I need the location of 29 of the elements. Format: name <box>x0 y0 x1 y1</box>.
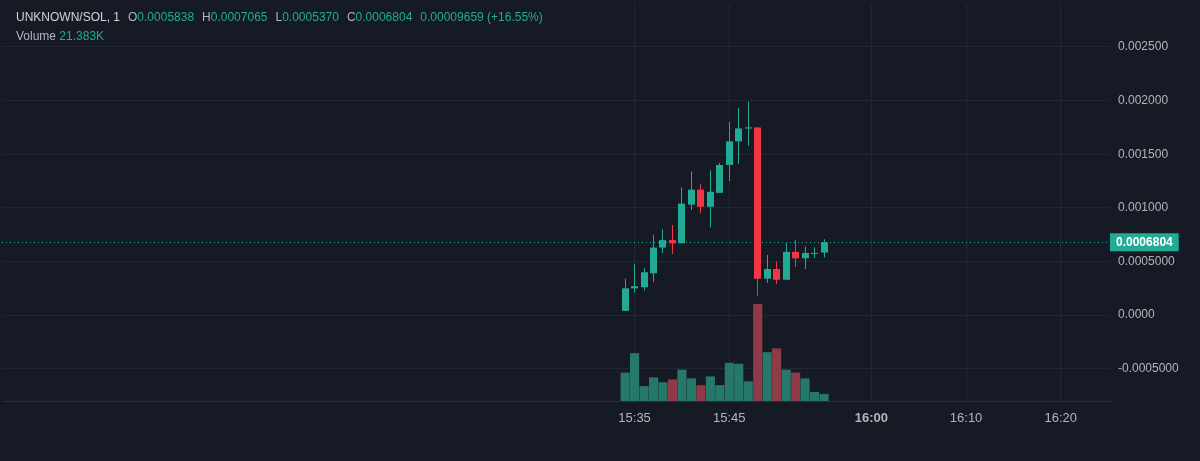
annotation: 0.00009659 (+16.55%) <box>420 10 543 24</box>
text: UNKNOWN/SOL, 1 <box>16 10 121 24</box>
annotation: H0.0007065 <box>202 10 268 24</box>
y-tick-label: 0.002000 <box>1118 92 1169 107</box>
annotation: C0.0006804 <box>346 10 413 24</box>
ref-line-label: 0.0006804 <box>1116 235 1174 250</box>
bar <box>667 379 678 401</box>
y-tick-label: 0.001500 <box>1118 146 1169 161</box>
y-tick-label: 0.0000 <box>1118 307 1156 322</box>
x-tick-label: 15:45 <box>713 410 746 426</box>
candlestick <box>669 225 676 254</box>
x-tick-label: 16:00 <box>854 410 888 426</box>
y-tick-label: 0.001000 <box>1118 200 1169 215</box>
bar <box>791 372 801 401</box>
x-tick-label: 16:20 <box>1044 410 1078 426</box>
bar <box>696 385 706 401</box>
annotation: L0.0005370 <box>275 10 339 24</box>
bar <box>781 369 791 401</box>
y-tick-label: -0.0005000 <box>1118 361 1180 376</box>
bar <box>772 348 782 401</box>
annotation: O0.0005838 <box>128 10 195 24</box>
x-tick-label: 15:35 <box>618 410 651 426</box>
candlestick <box>631 263 638 293</box>
y-tick-label: 0.0005000 <box>1118 253 1176 268</box>
y-tick-label: 0.002500 <box>1118 39 1169 54</box>
annotation: Volume 21.383K <box>16 29 105 43</box>
bar <box>762 352 772 401</box>
bar <box>753 304 763 401</box>
x-tick-label: 16:10 <box>949 410 983 426</box>
